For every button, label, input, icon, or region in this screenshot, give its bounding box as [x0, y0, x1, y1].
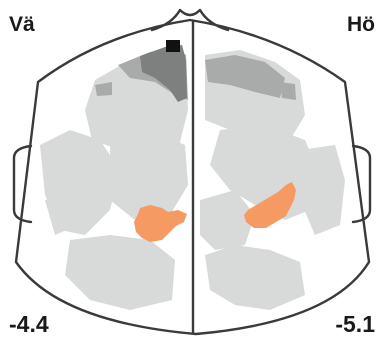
- peak-activation-spot: [166, 40, 180, 52]
- orange-activation-regions: [134, 182, 296, 242]
- dark-activation-regions: [140, 45, 187, 102]
- right-midline-region: [200, 190, 255, 250]
- right-hemisphere-label: Hö: [347, 13, 375, 36]
- nose-outline: [150, 8, 230, 32]
- right-posterior-region: [205, 245, 305, 310]
- left-frontal-dark-region: [140, 45, 187, 102]
- left-posterior-region: [65, 235, 175, 310]
- right-ear-outline: [351, 144, 372, 224]
- left-lateral-patch: [45, 195, 78, 235]
- left-central-region: [110, 130, 188, 220]
- left-frontal-mid-spot: [95, 82, 112, 96]
- right-frontal-mid-spot: [280, 82, 296, 100]
- right-value-label: -5.1: [335, 311, 375, 337]
- right-frontal-mid-region: [205, 55, 285, 98]
- left-value-label: -4.4: [9, 311, 49, 337]
- right-orange-region: [244, 182, 296, 228]
- head-contour: [14, 18, 371, 336]
- right-lateral-region: [300, 145, 345, 235]
- left-orange-region: [134, 205, 187, 242]
- left-hemisphere-label: Vä: [9, 13, 35, 36]
- head-outline: [12, 8, 372, 336]
